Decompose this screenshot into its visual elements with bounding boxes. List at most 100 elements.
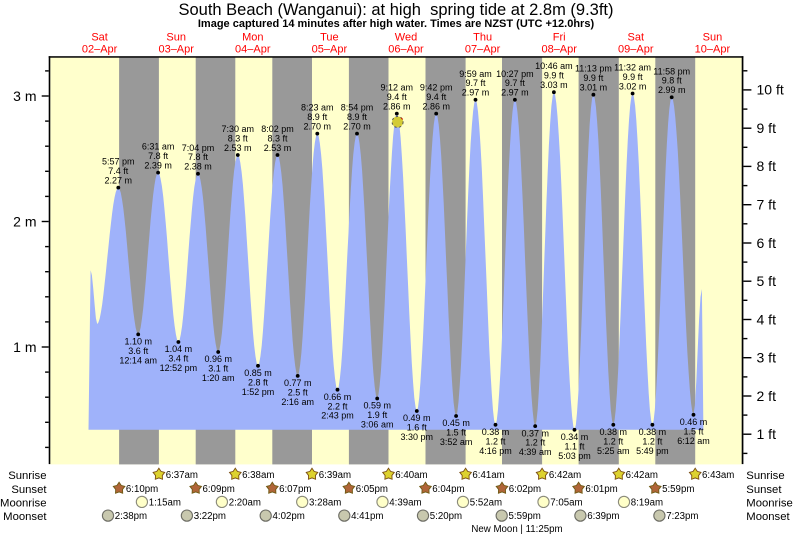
- svg-text:7:04 pm: 7:04 pm: [182, 143, 215, 153]
- svg-text:9.9 ft: 9.9 ft: [583, 73, 604, 83]
- svg-text:2.53 m: 2.53 m: [264, 143, 292, 153]
- svg-text:5:52am: 5:52am: [470, 498, 502, 509]
- svg-text:3.03 m: 3.03 m: [540, 80, 568, 90]
- svg-text:9.7 ft: 9.7 ft: [465, 78, 486, 88]
- svg-text:0.37 m: 0.37 m: [521, 428, 549, 438]
- svg-text:2 m: 2 m: [13, 213, 36, 229]
- svg-text:Sun: Sun: [703, 32, 723, 44]
- svg-text:6:10pm: 6:10pm: [126, 484, 158, 495]
- svg-text:2.8 ft: 2.8 ft: [248, 377, 269, 387]
- svg-text:3.01 m: 3.01 m: [580, 83, 608, 93]
- svg-text:0.45 m: 0.45 m: [442, 418, 470, 428]
- svg-text:1.04 m: 1.04 m: [165, 344, 193, 354]
- svg-text:8.9 ft: 8.9 ft: [347, 112, 368, 122]
- svg-text:3.1 ft: 3.1 ft: [208, 364, 229, 374]
- svg-text:2.86 m: 2.86 m: [422, 101, 450, 111]
- svg-text:5 ft: 5 ft: [757, 273, 777, 289]
- svg-text:3.02 m: 3.02 m: [619, 81, 647, 91]
- svg-text:0.38 m: 0.38 m: [482, 427, 510, 437]
- svg-text:8.9 ft: 8.9 ft: [307, 112, 328, 122]
- svg-text:4:02pm: 4:02pm: [273, 511, 305, 522]
- svg-text:11:32 am: 11:32 am: [614, 63, 651, 73]
- svg-text:5:20pm: 5:20pm: [430, 511, 462, 522]
- svg-text:1.6 ft: 1.6 ft: [407, 423, 428, 433]
- svg-text:9:59 am: 9:59 am: [459, 69, 492, 79]
- svg-text:Sunrise: Sunrise: [746, 470, 784, 482]
- svg-text:8.3 ft: 8.3 ft: [228, 133, 249, 143]
- svg-text:10 ft: 10 ft: [757, 82, 784, 98]
- svg-text:9.7 ft: 9.7 ft: [505, 78, 526, 88]
- svg-text:2.70 m: 2.70 m: [343, 121, 371, 131]
- svg-text:10:46 am: 10:46 am: [535, 61, 573, 71]
- svg-text:9.4 ft: 9.4 ft: [387, 92, 408, 102]
- svg-text:1:20 am: 1:20 am: [202, 373, 235, 383]
- svg-text:8:23 am: 8:23 am: [301, 103, 334, 113]
- svg-text:6:04pm: 6:04pm: [432, 484, 464, 495]
- svg-text:2.2 ft: 2.2 ft: [327, 401, 348, 411]
- svg-text:4:41pm: 4:41pm: [351, 511, 383, 522]
- svg-text:6:09pm: 6:09pm: [203, 484, 235, 495]
- svg-text:5:25 am: 5:25 am: [597, 446, 630, 456]
- svg-text:06–Apr: 06–Apr: [388, 43, 424, 55]
- svg-text:4 ft: 4 ft: [757, 311, 777, 327]
- svg-text:7.8 ft: 7.8 ft: [148, 151, 169, 161]
- svg-text:Moonset: Moonset: [746, 511, 790, 523]
- svg-text:1.10 m: 1.10 m: [124, 337, 152, 347]
- svg-text:7.4 ft: 7.4 ft: [108, 166, 129, 176]
- svg-text:Mon: Mon: [242, 32, 263, 44]
- svg-text:Tue: Tue: [320, 32, 339, 44]
- svg-text:Sunrise: Sunrise: [8, 470, 46, 482]
- svg-text:Sunset: Sunset: [11, 484, 47, 496]
- svg-text:0.85 m: 0.85 m: [244, 368, 272, 378]
- svg-text:05–Apr: 05–Apr: [312, 43, 348, 55]
- svg-text:5:03 pm: 5:03 pm: [558, 451, 591, 461]
- svg-text:2.27 m: 2.27 m: [105, 175, 133, 185]
- svg-text:0.46 m: 0.46 m: [680, 417, 708, 427]
- svg-text:1:52 pm: 1:52 pm: [242, 387, 275, 397]
- svg-text:0.34 m: 0.34 m: [561, 432, 589, 442]
- svg-text:1 m: 1 m: [13, 339, 36, 355]
- svg-text:1.9 ft: 1.9 ft: [367, 410, 388, 420]
- svg-text:8.3 ft: 8.3 ft: [267, 133, 288, 143]
- svg-text:Sat: Sat: [91, 32, 108, 44]
- svg-text:6:31 am: 6:31 am: [142, 142, 175, 152]
- svg-text:04–Apr: 04–Apr: [235, 43, 271, 55]
- svg-text:8:19am: 8:19am: [631, 498, 663, 509]
- svg-text:7.8 ft: 7.8 ft: [188, 152, 209, 162]
- svg-text:9.9 ft: 9.9 ft: [544, 71, 565, 81]
- svg-text:Fri: Fri: [553, 32, 566, 44]
- svg-text:1.5 ft: 1.5 ft: [683, 426, 704, 436]
- svg-text:7 ft: 7 ft: [757, 197, 777, 213]
- svg-text:6:43am: 6:43am: [702, 470, 734, 481]
- svg-text:12:14 am: 12:14 am: [119, 355, 157, 365]
- svg-text:0.66 m: 0.66 m: [324, 392, 352, 402]
- svg-text:03–Apr: 03–Apr: [158, 43, 194, 55]
- svg-text:6:39pm: 6:39pm: [587, 511, 619, 522]
- svg-text:2.97 m: 2.97 m: [501, 88, 529, 98]
- svg-text:2.99 m: 2.99 m: [658, 85, 686, 95]
- svg-text:7:05am: 7:05am: [550, 498, 582, 509]
- svg-text:3:06 am: 3:06 am: [361, 420, 394, 430]
- svg-text:4:16 pm: 4:16 pm: [479, 446, 512, 456]
- svg-text:0.38 m: 0.38 m: [639, 427, 667, 437]
- svg-text:3:52 am: 3:52 am: [440, 437, 473, 447]
- svg-text:Moonrise: Moonrise: [0, 497, 46, 509]
- svg-text:9.4 ft: 9.4 ft: [426, 92, 447, 102]
- svg-text:5:49 pm: 5:49 pm: [636, 446, 669, 456]
- svg-text:6:41am: 6:41am: [472, 470, 504, 481]
- svg-text:6:37am: 6:37am: [166, 470, 198, 481]
- svg-text:6:01pm: 6:01pm: [585, 484, 617, 495]
- svg-text:6:07pm: 6:07pm: [279, 484, 311, 495]
- svg-text:3:30 pm: 3:30 pm: [401, 432, 434, 442]
- svg-text:11:13 pm: 11:13 pm: [575, 64, 612, 74]
- svg-text:6:12 am: 6:12 am: [677, 436, 710, 446]
- svg-text:8:02 pm: 8:02 pm: [261, 124, 294, 134]
- svg-text:2:43 pm: 2:43 pm: [321, 411, 354, 421]
- svg-text:5:59pm: 5:59pm: [509, 511, 541, 522]
- svg-text:0.96 m: 0.96 m: [204, 354, 232, 364]
- svg-text:6:02pm: 6:02pm: [509, 484, 541, 495]
- svg-text:Wed: Wed: [395, 32, 417, 44]
- svg-text:08–Apr: 08–Apr: [541, 43, 577, 55]
- svg-text:9 ft: 9 ft: [757, 120, 777, 136]
- svg-text:9:42 pm: 9:42 pm: [420, 83, 453, 93]
